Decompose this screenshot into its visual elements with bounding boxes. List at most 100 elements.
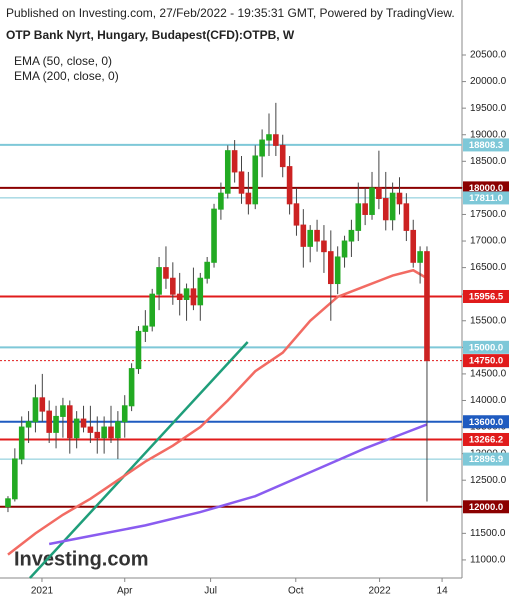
candle-body xyxy=(135,330,142,370)
candle-body xyxy=(328,251,334,285)
price-tag-label: 13600.0 xyxy=(469,417,503,428)
candle-body xyxy=(348,229,355,242)
logo: Investing.com xyxy=(14,548,148,570)
y-tick-label: 11000.0 xyxy=(470,555,506,566)
candle-body xyxy=(245,192,252,205)
candle-body xyxy=(197,277,204,306)
y-tick-label: 20500.0 xyxy=(470,50,507,61)
price-tag xyxy=(463,340,509,354)
candle-body xyxy=(403,203,410,231)
candle-body xyxy=(293,203,300,226)
ema-line xyxy=(7,268,428,556)
price-tag xyxy=(463,452,509,466)
y-tick-label: 15500.0 xyxy=(470,315,507,326)
y-tick-label: 18500.0 xyxy=(470,156,507,167)
price-tag-label: 15000.0 xyxy=(469,342,503,353)
candle-body xyxy=(204,261,210,279)
candle-body xyxy=(156,267,162,295)
price-tag xyxy=(463,415,509,429)
price-tag-label: 12000.0 xyxy=(469,502,503,513)
candle-body xyxy=(389,192,396,221)
price-tag xyxy=(463,354,509,368)
price-tag xyxy=(463,432,509,446)
candle-body xyxy=(66,405,73,439)
price-tag xyxy=(463,138,509,152)
y-tick-label: 14000.0 xyxy=(470,395,507,406)
candle-body xyxy=(149,293,156,327)
candle-body xyxy=(259,139,265,157)
candle-body xyxy=(12,458,18,500)
candle-body xyxy=(94,431,101,439)
published-note: Published on Investing.com, 27/Feb/2022 … xyxy=(6,6,455,20)
price-tag-label: 14750.0 xyxy=(469,356,503,367)
y-tick-label: 19500.0 xyxy=(470,103,507,114)
y-tick-label: 14500.0 xyxy=(470,369,507,380)
y-tick-label: 12500.0 xyxy=(470,475,507,486)
y-tick-label: 20000.0 xyxy=(470,76,507,87)
price-tag-label: 12896.9 xyxy=(469,454,503,465)
candle-body xyxy=(53,415,59,433)
x-tick-label: Jul xyxy=(204,586,217,597)
candle-body xyxy=(190,288,197,306)
candle-body xyxy=(101,426,107,439)
candle-body xyxy=(382,198,389,221)
price-tag xyxy=(463,191,509,205)
candle-body xyxy=(321,240,327,253)
candle-body xyxy=(355,203,362,231)
candle-body xyxy=(266,134,272,141)
candle-body xyxy=(231,150,238,173)
candle-body xyxy=(417,251,423,263)
candle-body xyxy=(300,224,307,247)
candle-body xyxy=(286,166,293,205)
candle-body xyxy=(25,421,32,428)
candle-body xyxy=(369,187,375,215)
candle-body xyxy=(396,192,403,205)
x-tick-label: Apr xyxy=(117,586,133,597)
x-tick-label: 14 xyxy=(437,586,449,597)
candle-body xyxy=(87,426,94,433)
candle-body xyxy=(142,325,149,332)
candle-body xyxy=(224,150,231,194)
price-tag xyxy=(463,181,509,195)
candle-body xyxy=(314,229,320,242)
ema-line xyxy=(48,423,428,546)
candle-body xyxy=(376,187,382,200)
x-tick-label: 2021 xyxy=(31,586,54,597)
candle-body xyxy=(121,405,128,423)
candle-body xyxy=(170,277,176,295)
candle-body xyxy=(5,498,11,508)
y-tick-label: 17500.0 xyxy=(470,209,507,220)
y-tick-label: 19000.0 xyxy=(470,129,507,140)
price-tag xyxy=(463,500,509,514)
price-tag-label: 18000.0 xyxy=(469,183,503,194)
candle-body xyxy=(341,240,348,258)
candle-body xyxy=(163,267,169,279)
x-tick-label: 2022 xyxy=(368,586,391,597)
price-tag-label: 18808.3 xyxy=(469,140,503,151)
price-tag-label: 13266.2 xyxy=(469,434,503,445)
candle-body xyxy=(39,397,46,412)
price-tag xyxy=(463,289,509,303)
candle-body xyxy=(60,405,66,417)
candle-body xyxy=(307,229,313,247)
y-tick-label: 17000.0 xyxy=(470,236,507,247)
candle-body xyxy=(362,203,368,215)
candle-body xyxy=(279,144,286,168)
legend-label: EMA (200, close, 0) xyxy=(14,69,119,83)
candle-body xyxy=(252,155,259,205)
candle-body xyxy=(218,192,224,210)
candle-body xyxy=(108,426,114,439)
candle-body xyxy=(183,288,190,300)
y-tick-label: 16500.0 xyxy=(470,262,507,273)
candle-body xyxy=(211,208,217,263)
candle-body xyxy=(73,418,80,439)
candle-body xyxy=(128,368,135,407)
candle-body xyxy=(32,397,39,423)
candle-body xyxy=(80,418,87,428)
candle-body xyxy=(46,410,52,433)
price-tag-label: 17811.0 xyxy=(469,193,503,204)
candle-body xyxy=(334,256,341,285)
candle-body xyxy=(176,293,183,300)
